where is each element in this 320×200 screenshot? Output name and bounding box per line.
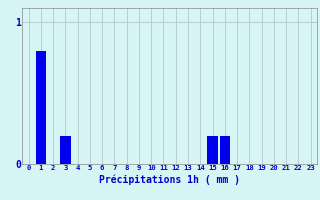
Bar: [207, 136, 218, 164]
Bar: [36, 51, 46, 164]
Bar: [220, 136, 230, 164]
Bar: [60, 136, 70, 164]
X-axis label: Précipitations 1h ( mm ): Précipitations 1h ( mm ): [99, 174, 240, 185]
